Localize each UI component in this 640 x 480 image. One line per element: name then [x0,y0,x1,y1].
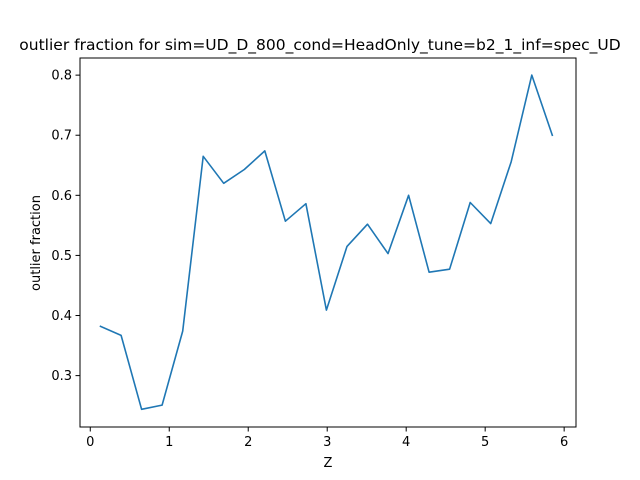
x-axis-label: Z [324,456,333,471]
y-tick-label: 0.6 [51,189,72,204]
x-tick-label: 3 [323,435,331,450]
series-layer [99,74,554,411]
y-tick-label: 0.7 [51,129,72,144]
y-axis-label: outlier fraction [29,195,44,291]
x-tick-label: 2 [244,435,252,450]
y-tick-label: 0.8 [51,69,72,84]
x-tick-label: 6 [560,435,568,450]
tick-layer: 0 1 2 3 4 5 6 0.3 0.4 0.5 0.6 0.7 0.8 [51,69,568,450]
x-tick-label: 4 [402,435,410,450]
x-tick-label: 5 [481,435,489,450]
series-line [99,74,554,411]
y-tick-label: 0.4 [51,309,72,324]
x-tick-label: 1 [165,435,173,450]
x-tick-label: 0 [86,435,94,450]
plot-frame [79,57,577,428]
chart-title: outlier fraction for sim=UD_D_800_cond=H… [19,36,620,55]
y-tick-label: 0.3 [51,369,72,384]
y-tick-label: 0.5 [51,249,72,264]
